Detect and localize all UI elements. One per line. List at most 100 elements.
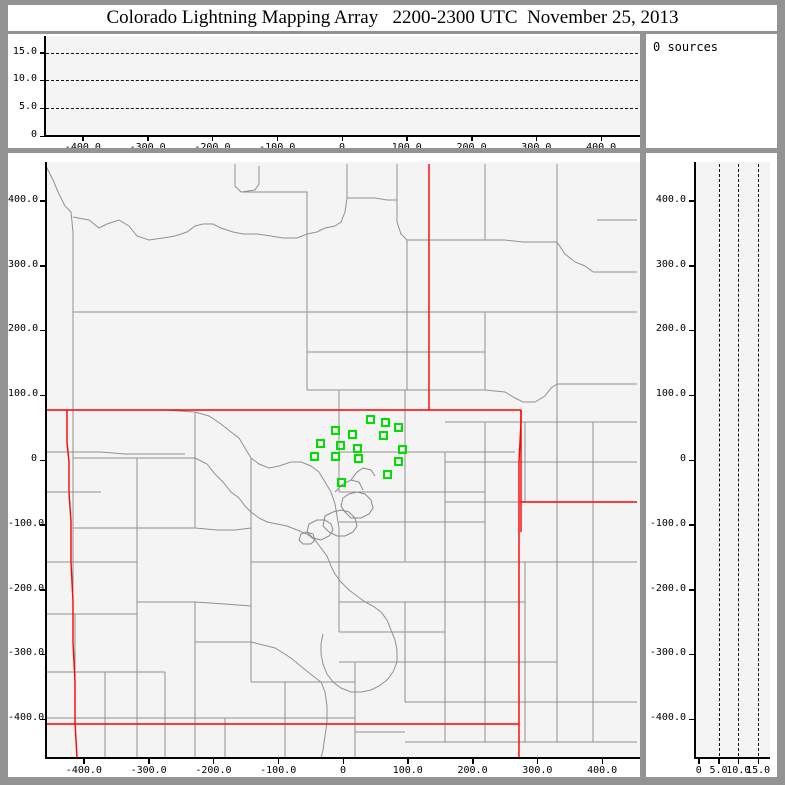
y-tick bbox=[40, 459, 46, 461]
source-marker bbox=[398, 445, 408, 455]
gridline-vertical bbox=[758, 164, 760, 756]
x-tick bbox=[148, 758, 150, 764]
x-tick-label: 100.0 bbox=[391, 142, 422, 148]
altitude-east-west-plot-area bbox=[44, 36, 640, 136]
y-tick bbox=[689, 265, 695, 267]
gridline-horizontal bbox=[46, 108, 638, 110]
x-tick bbox=[341, 136, 343, 141]
x-tick bbox=[407, 758, 409, 764]
x-tick bbox=[737, 758, 740, 764]
source-marker bbox=[336, 478, 346, 488]
y-tick bbox=[40, 79, 45, 82]
x-tick-label: -400.0 bbox=[65, 765, 102, 776]
x-tick-label: -100.0 bbox=[259, 142, 296, 148]
source-marker bbox=[352, 443, 362, 453]
y-tick-label: 400.0 bbox=[655, 193, 686, 205]
source-marker bbox=[365, 415, 375, 425]
title-bar: Colorado Lightning Mapping Array 2200-23… bbox=[8, 5, 777, 31]
source-count-panel: 0 sources bbox=[646, 34, 777, 148]
x-tick bbox=[536, 758, 539, 764]
y-tick-label: -200.0 bbox=[649, 582, 686, 594]
y-tick bbox=[40, 265, 46, 267]
hist-x-axis bbox=[694, 757, 770, 759]
x-tick bbox=[757, 758, 760, 764]
source-marker bbox=[330, 426, 340, 436]
gridline-horizontal bbox=[46, 52, 638, 54]
urban-area-detail bbox=[298, 467, 376, 545]
source-marker bbox=[354, 453, 364, 463]
source-marker bbox=[381, 417, 391, 427]
state-boundaries bbox=[45, 164, 637, 758]
x-tick-label: 5.0 bbox=[709, 765, 728, 776]
x-tick-label: 300.0 bbox=[521, 142, 552, 148]
y-tick bbox=[40, 653, 46, 656]
y-tick-label: 0 bbox=[30, 453, 37, 464]
y-tick-label: -200.0 bbox=[8, 582, 45, 594]
y-tick bbox=[40, 52, 45, 54]
y-tick-label: 300.0 bbox=[655, 258, 686, 270]
y-tick-label: -400.0 bbox=[649, 712, 686, 724]
source-marker bbox=[347, 429, 357, 439]
y-tick bbox=[689, 459, 695, 461]
y-tick-label: -100.0 bbox=[8, 517, 45, 529]
x-tick bbox=[718, 758, 720, 764]
x-tick bbox=[147, 136, 149, 141]
x-tick bbox=[212, 758, 215, 764]
y-tick bbox=[40, 135, 45, 137]
y-tick-label: 200.0 bbox=[8, 323, 39, 335]
y-tick bbox=[40, 200, 46, 202]
y-tick bbox=[40, 589, 46, 591]
source-marker bbox=[394, 456, 404, 466]
source-marker bbox=[382, 469, 392, 479]
altitude-north-south-plot-area bbox=[694, 162, 770, 758]
y-tick bbox=[689, 200, 695, 202]
map-x-axis bbox=[45, 757, 640, 759]
x-tick-label: 0 bbox=[695, 765, 702, 776]
x-tick bbox=[211, 136, 214, 141]
gridline-vertical bbox=[738, 164, 740, 756]
y-tick-label: 0 bbox=[30, 129, 37, 140]
y-tick-label: -300.0 bbox=[649, 647, 686, 659]
source-count-label: 0 sources bbox=[653, 40, 719, 54]
y-tick bbox=[40, 329, 46, 332]
y-tick-label: -300.0 bbox=[8, 647, 45, 659]
x-tick bbox=[472, 758, 474, 764]
x-tick-label: -300.0 bbox=[130, 765, 167, 776]
y-tick-label: 10.0 bbox=[12, 73, 37, 85]
map-geography bbox=[45, 163, 637, 758]
y-tick-label: 15.0 bbox=[12, 45, 37, 57]
altitude-east-west-panel: 0 5.0 10.0 15.0 -400.0 -300.0 -200.0 -100.0 0 10… bbox=[8, 34, 640, 148]
county-boundaries bbox=[45, 163, 637, 758]
x-tick-label: -400.0 bbox=[64, 142, 101, 148]
y-tick-label: 100.0 bbox=[655, 388, 686, 400]
y-tick-label: -100.0 bbox=[649, 517, 686, 529]
gridline-vertical bbox=[718, 164, 720, 756]
y-tick bbox=[40, 718, 46, 721]
y-tick-label: 200.0 bbox=[655, 323, 686, 335]
y-tick-label: 300.0 bbox=[8, 258, 39, 270]
plan-view-map-panel[interactable]: -400.0 -300.0 -200.0 -100.0 0 100.0 200.0 300.0… bbox=[8, 153, 640, 777]
source-marker bbox=[309, 452, 319, 462]
top-panel-y-axis bbox=[44, 36, 46, 136]
y-tick-label: 5.0 bbox=[18, 101, 37, 113]
x-tick-label: 400.0 bbox=[587, 765, 618, 776]
source-marker bbox=[330, 452, 340, 462]
source-marker bbox=[394, 423, 404, 433]
y-tick-label: 100.0 bbox=[8, 388, 39, 400]
y-tick bbox=[689, 394, 695, 397]
gridline-horizontal bbox=[46, 80, 638, 82]
source-marker bbox=[378, 430, 388, 440]
top-panel-x-axis bbox=[44, 135, 640, 137]
page-title: Colorado Lightning Mapping Array 2200-23… bbox=[106, 7, 679, 28]
y-tick bbox=[40, 394, 46, 397]
y-tick-label: -400.0 bbox=[8, 712, 45, 724]
plan-view-map-plot-area[interactable] bbox=[45, 162, 640, 758]
x-tick-label: 15.0 bbox=[746, 765, 771, 776]
x-tick bbox=[535, 136, 538, 141]
x-tick-label: 400.0 bbox=[586, 142, 617, 148]
x-tick-label: 100.0 bbox=[392, 765, 423, 776]
x-tick bbox=[277, 758, 280, 764]
x-tick bbox=[82, 136, 84, 141]
x-tick-label: 300.0 bbox=[522, 765, 553, 776]
